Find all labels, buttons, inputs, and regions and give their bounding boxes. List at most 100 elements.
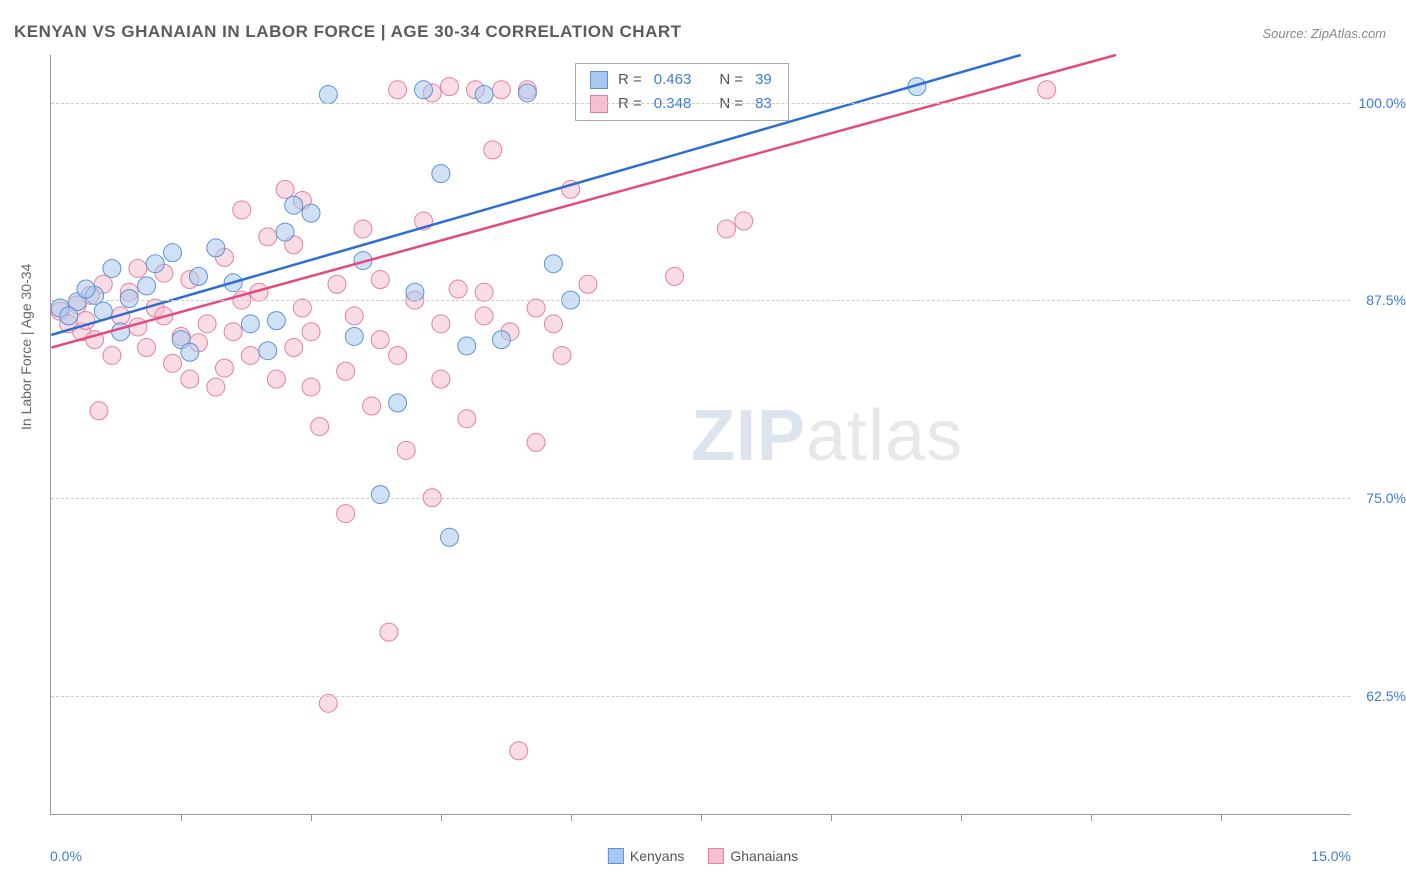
data-point bbox=[432, 315, 450, 333]
n-label-1: N = bbox=[719, 68, 743, 92]
data-point bbox=[103, 259, 121, 277]
data-point bbox=[267, 370, 285, 388]
legend-swatch-ghanaians bbox=[708, 848, 724, 864]
data-point bbox=[311, 418, 329, 436]
data-point bbox=[164, 244, 182, 262]
n-label-2: N = bbox=[719, 92, 743, 116]
data-point bbox=[717, 220, 735, 238]
data-point bbox=[371, 486, 389, 504]
x-tick bbox=[571, 814, 572, 821]
data-point bbox=[285, 339, 303, 357]
data-point bbox=[666, 267, 684, 285]
gridline bbox=[51, 696, 1350, 697]
data-point bbox=[302, 323, 320, 341]
data-point bbox=[259, 342, 277, 360]
data-point bbox=[458, 410, 476, 428]
data-point bbox=[371, 271, 389, 289]
data-point bbox=[129, 259, 147, 277]
x-tick bbox=[311, 814, 312, 821]
data-point bbox=[129, 318, 147, 336]
data-point bbox=[1038, 81, 1056, 99]
data-point bbox=[458, 337, 476, 355]
data-point bbox=[544, 315, 562, 333]
data-point bbox=[337, 505, 355, 523]
data-point bbox=[527, 299, 545, 317]
data-point bbox=[293, 299, 311, 317]
data-point bbox=[345, 307, 363, 325]
data-point bbox=[475, 86, 493, 104]
data-point bbox=[267, 312, 285, 330]
n-value-2: 83 bbox=[755, 92, 772, 116]
scatter-plot bbox=[51, 55, 1350, 814]
data-point bbox=[484, 141, 502, 159]
x-tick bbox=[701, 814, 702, 821]
data-point bbox=[233, 201, 251, 219]
data-point bbox=[441, 78, 459, 96]
legend-item-ghanaians: Ghanaians bbox=[708, 848, 798, 864]
r-value-1: 0.463 bbox=[654, 68, 692, 92]
data-point bbox=[328, 275, 346, 293]
x-axis-max-label: 15.0% bbox=[1311, 848, 1351, 864]
data-point bbox=[553, 346, 571, 364]
data-point bbox=[518, 84, 536, 102]
data-point bbox=[146, 255, 164, 273]
data-point bbox=[527, 433, 545, 451]
data-point bbox=[90, 402, 108, 420]
data-point bbox=[510, 742, 528, 760]
data-point bbox=[415, 81, 433, 99]
data-point bbox=[138, 277, 156, 295]
x-tick bbox=[961, 814, 962, 821]
data-point bbox=[164, 354, 182, 372]
data-point bbox=[276, 180, 294, 198]
x-tick bbox=[181, 814, 182, 821]
x-tick bbox=[441, 814, 442, 821]
data-point bbox=[354, 220, 372, 238]
data-point bbox=[276, 223, 294, 241]
y-tick-label: 62.5% bbox=[1356, 688, 1406, 704]
data-point bbox=[285, 196, 303, 214]
y-tick-label: 100.0% bbox=[1356, 95, 1406, 111]
data-point bbox=[441, 528, 459, 546]
data-point bbox=[103, 346, 121, 364]
legend-bottom: Kenyans Ghanaians bbox=[608, 848, 798, 864]
data-point bbox=[190, 267, 208, 285]
data-point bbox=[389, 346, 407, 364]
data-point bbox=[302, 378, 320, 396]
legend-swatch-kenyans bbox=[608, 848, 624, 864]
x-tick bbox=[831, 814, 832, 821]
data-point bbox=[492, 81, 510, 99]
data-point bbox=[449, 280, 467, 298]
data-point bbox=[259, 228, 277, 246]
data-point bbox=[345, 327, 363, 345]
data-point bbox=[319, 86, 337, 104]
data-point bbox=[735, 212, 753, 230]
data-point bbox=[380, 623, 398, 641]
data-point bbox=[397, 441, 415, 459]
data-point bbox=[77, 280, 95, 298]
data-point bbox=[389, 81, 407, 99]
data-point bbox=[371, 331, 389, 349]
data-point bbox=[215, 359, 233, 377]
r-label-2: R = bbox=[618, 92, 642, 116]
data-point bbox=[475, 307, 493, 325]
data-point bbox=[207, 239, 225, 257]
data-point bbox=[579, 275, 597, 293]
r-label-1: R = bbox=[618, 68, 642, 92]
data-point bbox=[181, 343, 199, 361]
swatch-ghanaians bbox=[590, 95, 608, 113]
r-value-2: 0.348 bbox=[654, 92, 692, 116]
legend-label-ghanaians: Ghanaians bbox=[730, 848, 798, 864]
data-point bbox=[138, 339, 156, 357]
x-tick bbox=[1221, 814, 1222, 821]
stats-legend-box: R = 0.463 N = 39 R = 0.348 N = 83 bbox=[575, 63, 789, 121]
data-point bbox=[112, 323, 130, 341]
n-value-1: 39 bbox=[755, 68, 772, 92]
data-point bbox=[207, 378, 225, 396]
data-point bbox=[492, 331, 510, 349]
stats-row-ghanaians: R = 0.348 N = 83 bbox=[590, 92, 774, 116]
trend-line bbox=[51, 55, 1020, 335]
data-point bbox=[337, 362, 355, 380]
data-point bbox=[241, 315, 259, 333]
data-point bbox=[198, 315, 216, 333]
y-tick-label: 87.5% bbox=[1356, 292, 1406, 308]
